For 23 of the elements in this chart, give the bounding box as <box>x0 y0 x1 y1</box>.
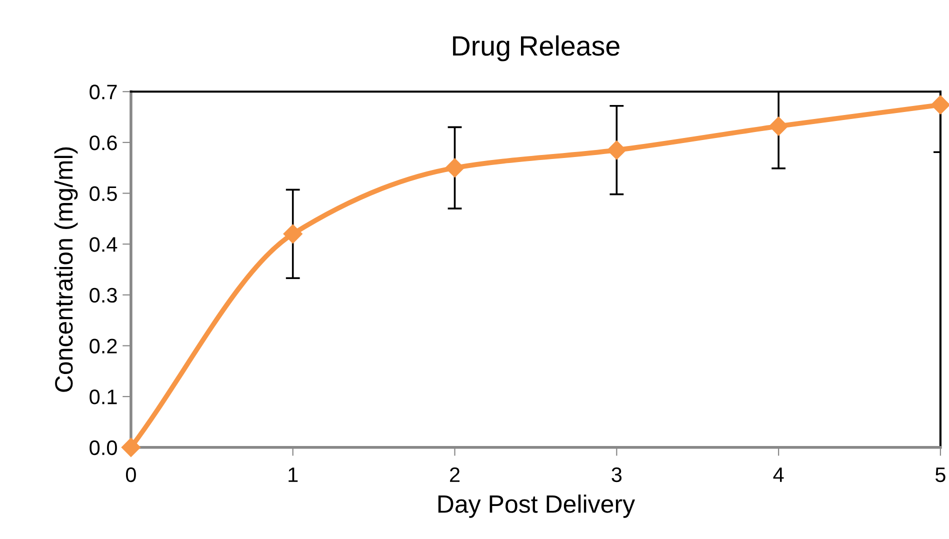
x-tick-label: 3 <box>612 467 622 482</box>
point <box>607 140 626 160</box>
y-tick-label: 0.6 <box>90 135 117 150</box>
point <box>121 438 140 457</box>
x-tick-label: 1 <box>288 468 298 482</box>
point <box>930 95 949 114</box>
y-tick-label: 0.4 <box>90 237 118 252</box>
x-tick-label: 4 <box>773 468 784 482</box>
y-tick-label: 0.1 <box>90 390 117 404</box>
y-tick-label: 0.3 <box>90 288 117 303</box>
y-tick-label: 0.0 <box>90 440 117 456</box>
chart-title: Drug Release <box>453 35 620 62</box>
point <box>769 116 788 136</box>
x-tick-label: 2 <box>450 467 460 482</box>
y-tick-label: 0.7 <box>90 84 117 100</box>
y-tick-label: 0.5 <box>90 186 117 202</box>
x-tick-label: 0 <box>126 467 136 482</box>
y-tick-label: 0.2 <box>90 338 117 354</box>
y-axis-title: Concentration (mg/ml) <box>54 147 78 392</box>
x-axis-title: Day Post Delivery <box>438 494 635 518</box>
point <box>283 224 302 244</box>
x-tick-label: 5 <box>936 468 946 482</box>
point <box>445 158 464 178</box>
